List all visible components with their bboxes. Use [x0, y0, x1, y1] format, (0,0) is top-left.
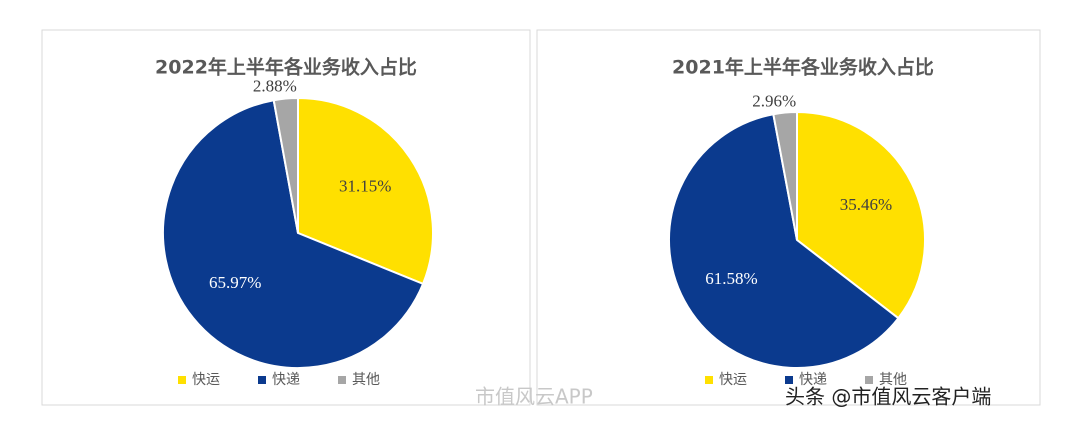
legend-label: 其他	[879, 372, 907, 388]
value-label: 35.46%	[840, 195, 892, 214]
legend-label: 快运	[192, 372, 220, 388]
value-label: 61.58%	[705, 269, 757, 288]
value-label: 2.88%	[253, 77, 297, 96]
pie-slice	[272, 96, 299, 234]
legend-swatch	[338, 376, 346, 384]
pie-slice	[668, 113, 900, 369]
legend-label: 快运	[719, 372, 747, 388]
chart-frame	[41, 29, 531, 406]
value-label: 31.15%	[339, 177, 391, 196]
chart-frame	[536, 29, 1041, 406]
watermark: 市值风云APP	[475, 385, 593, 409]
legend-swatch	[178, 376, 186, 384]
legend-label: 快递	[799, 372, 827, 388]
charts: 2022年上半年各业务收入占比 31.15% 65.97% 2.88% 快运 快递 其他 20…	[155, 56, 934, 389]
watermark: 头条 @市值风云客户端	[785, 385, 991, 409]
legend-label: 快递	[272, 372, 300, 388]
legend-swatch	[705, 376, 713, 384]
legend-swatch	[865, 376, 873, 384]
value-label: 65.97%	[209, 273, 261, 292]
legend-label: 其他	[352, 372, 380, 388]
pie-slice	[772, 110, 798, 241]
value-label: 2.96%	[752, 91, 796, 110]
chart-title: 2021年上半年各业务收入占比	[672, 56, 934, 79]
pie-slice	[297, 96, 434, 286]
pie-slice	[162, 99, 425, 369]
legend-swatch	[258, 376, 266, 384]
chart-title: 2022年上半年各业务收入占比	[155, 56, 417, 79]
legend-swatch	[785, 376, 793, 384]
pie-slice	[796, 110, 926, 320]
